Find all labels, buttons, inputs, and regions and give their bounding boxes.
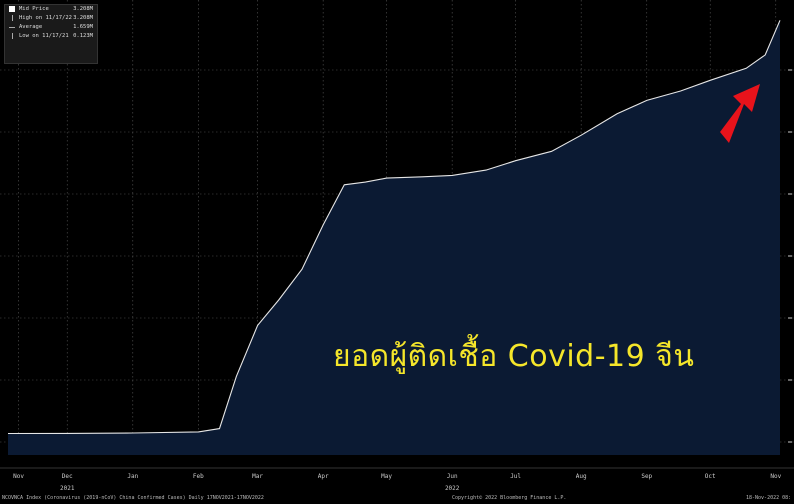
x-tick-label: Dec (62, 473, 73, 480)
legend: Mid Price 3.208M High on 11/17/22 3.208M… (4, 4, 98, 64)
x-tick-label: Jan (127, 473, 138, 480)
legend-label: Average (19, 24, 43, 30)
x-tick-label: Nov (770, 473, 781, 480)
year-label: 2021 (60, 485, 75, 492)
footer-left: NCOVNCA Index (Coronavirus (2019-nCoV) C… (2, 495, 264, 501)
legend-item-average: Average 1.659M (5, 23, 97, 32)
year-label: 2022 (445, 485, 460, 492)
x-tick-label: Jun (447, 473, 458, 480)
y-axis-ticks (788, 69, 792, 443)
x-tick-label: Mar (252, 473, 263, 480)
legend-label: Mid Price (19, 6, 49, 12)
x-tick-label: May (381, 473, 392, 480)
x-tick-label: Jul (510, 473, 521, 480)
average-marker-icon (9, 27, 15, 28)
year-labels: 2021 2022 (60, 485, 460, 492)
series-line (7, 20, 781, 435)
legend-value: 3.208M (73, 15, 93, 21)
legend-item-low: Low on 11/17/21 0.123M (5, 32, 97, 41)
x-tick-label: Feb (193, 473, 204, 480)
legend-square-icon (9, 6, 15, 12)
x-tick-label: Sep (641, 473, 652, 480)
x-tick-label: Aug (576, 473, 587, 480)
low-marker-icon (12, 33, 13, 39)
footer-center: Copyright© 2022 Bloomberg Finance L.P. (452, 495, 567, 501)
x-tick-label: Oct (705, 473, 716, 480)
red-arrow-icon (720, 84, 760, 143)
x-tick-label: Nov (13, 473, 24, 480)
x-tick-label: Apr (318, 473, 329, 480)
legend-label: Low on 11/17/21 (19, 33, 69, 39)
legend-label: High on 11/17/22 (19, 15, 72, 21)
legend-value: 3.208M (73, 6, 93, 12)
footer-right: 18-Nov-2022 08: (746, 495, 792, 501)
legend-value: 1.659M (73, 24, 93, 30)
legend-item-mid-price: Mid Price 3.208M (5, 5, 97, 14)
overlay-caption: ยอดผู้ติดเชื้อ Covid-19 จีน (333, 339, 695, 374)
series-area (8, 20, 780, 456)
x-axis: Nov Dec Jan Feb Mar Apr May Jun Jul Aug Sep Oct Nov (0, 467, 794, 480)
high-marker-icon (12, 15, 13, 21)
legend-item-high: High on 11/17/22 3.208M (5, 14, 97, 23)
legend-value: 0.123M (73, 33, 93, 39)
